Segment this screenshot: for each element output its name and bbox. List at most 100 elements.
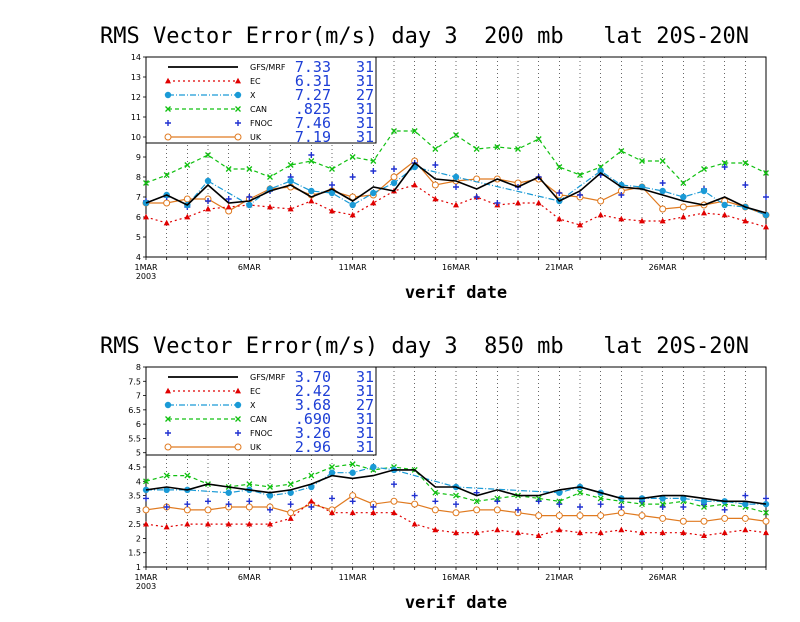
data-point <box>535 512 543 520</box>
data-point <box>163 199 171 207</box>
data-point <box>494 144 501 150</box>
data-point <box>246 498 253 505</box>
data-point <box>556 215 563 222</box>
data-point <box>680 529 687 536</box>
data-point <box>700 517 708 525</box>
chart-title: RMS Vector Error(m/s) day 3 200 mb lat 2… <box>100 24 749 49</box>
data-point <box>205 520 211 527</box>
y-tick-label: 3 <box>136 506 141 515</box>
data-point <box>659 217 666 224</box>
data-point <box>452 173 460 181</box>
y-tick-label: 7 <box>136 193 141 202</box>
legend-marker <box>234 401 242 409</box>
data-point <box>659 495 666 502</box>
data-point <box>390 179 398 187</box>
data-point <box>349 174 356 180</box>
data-point <box>515 199 521 206</box>
series-line <box>145 166 767 216</box>
legend-marker <box>235 106 241 112</box>
y-tick-label: 2.5 <box>128 520 141 529</box>
data-point <box>349 509 356 516</box>
data-point <box>763 529 769 536</box>
data-point <box>287 509 295 517</box>
data-point <box>246 194 253 200</box>
data-point <box>391 509 397 516</box>
data-point <box>597 495 604 502</box>
data-point <box>535 498 542 505</box>
legend-marker <box>234 443 242 451</box>
data-point <box>618 215 625 222</box>
data-point <box>453 201 459 208</box>
legend-series-mean: 2.96 <box>295 438 331 456</box>
data-point <box>329 207 335 214</box>
y-tick-label: 6.5 <box>128 406 141 415</box>
series-line <box>145 161 767 214</box>
data-point <box>618 504 625 510</box>
data-point <box>577 529 583 536</box>
data-point <box>680 213 687 220</box>
data-point <box>225 520 232 527</box>
data-point <box>329 495 335 502</box>
data-point <box>143 495 149 502</box>
legend-series-name: UK <box>250 443 262 452</box>
data-point <box>204 506 212 514</box>
legend-marker <box>235 430 241 436</box>
data-point <box>701 532 707 538</box>
data-point <box>411 128 418 134</box>
y-tick-label: 3.5 <box>128 492 141 501</box>
data-point <box>349 469 356 476</box>
data-point <box>267 484 273 490</box>
x-tick-sublabel: 2003 <box>136 582 156 591</box>
data-point <box>659 529 666 536</box>
data-point <box>721 506 728 513</box>
x-tick-label: 21MAR <box>545 573 574 582</box>
data-point <box>184 472 191 479</box>
legend-series-count: 31 <box>356 424 374 442</box>
legend-box <box>145 56 377 144</box>
data-point <box>287 205 294 212</box>
data-point <box>762 211 770 219</box>
x-tick-label: 1MAR <box>134 263 157 272</box>
data-point <box>473 146 480 152</box>
x-axis-label: verif date <box>405 593 507 613</box>
data-point <box>742 526 749 533</box>
data-point <box>349 492 357 500</box>
x-tick-label: 21MAR <box>545 263 574 272</box>
data-point <box>473 498 480 505</box>
data-point <box>577 489 583 496</box>
legend-marker <box>164 133 172 141</box>
data-point <box>597 501 604 508</box>
data-point <box>432 195 439 202</box>
data-point <box>659 514 667 522</box>
legend-series-mean: 7.19 <box>295 128 331 146</box>
data-point <box>349 461 356 468</box>
data-point <box>493 506 501 514</box>
legend-marker <box>234 133 242 141</box>
legend-series-name: CAN <box>250 415 267 424</box>
y-tick-label: 14 <box>131 53 141 62</box>
data-point <box>452 509 460 517</box>
data-point <box>246 201 253 209</box>
legend-series-name: FNOC <box>250 119 273 128</box>
data-point <box>370 168 377 174</box>
data-point <box>370 189 377 197</box>
legend-marker <box>165 120 171 126</box>
data-point <box>370 158 377 164</box>
y-tick-label: 5 <box>136 449 141 458</box>
data-point <box>742 492 749 499</box>
data-point <box>721 529 728 536</box>
data-point <box>329 509 335 516</box>
legend-series-count: 31 <box>356 368 374 386</box>
data-point <box>576 512 584 520</box>
chart-panel-2: RMS Vector Error(m/s) day 3 850 mb lat 2… <box>100 334 770 613</box>
data-point <box>742 217 749 224</box>
data-point <box>556 164 563 170</box>
y-tick-label: 7 <box>136 392 141 401</box>
data-point <box>246 520 253 527</box>
data-point <box>245 503 253 511</box>
legend-series-mean: 3.26 <box>295 424 331 442</box>
legend-marker <box>235 120 241 126</box>
data-point <box>163 219 170 226</box>
data-point <box>163 504 170 510</box>
data-point <box>349 154 356 160</box>
